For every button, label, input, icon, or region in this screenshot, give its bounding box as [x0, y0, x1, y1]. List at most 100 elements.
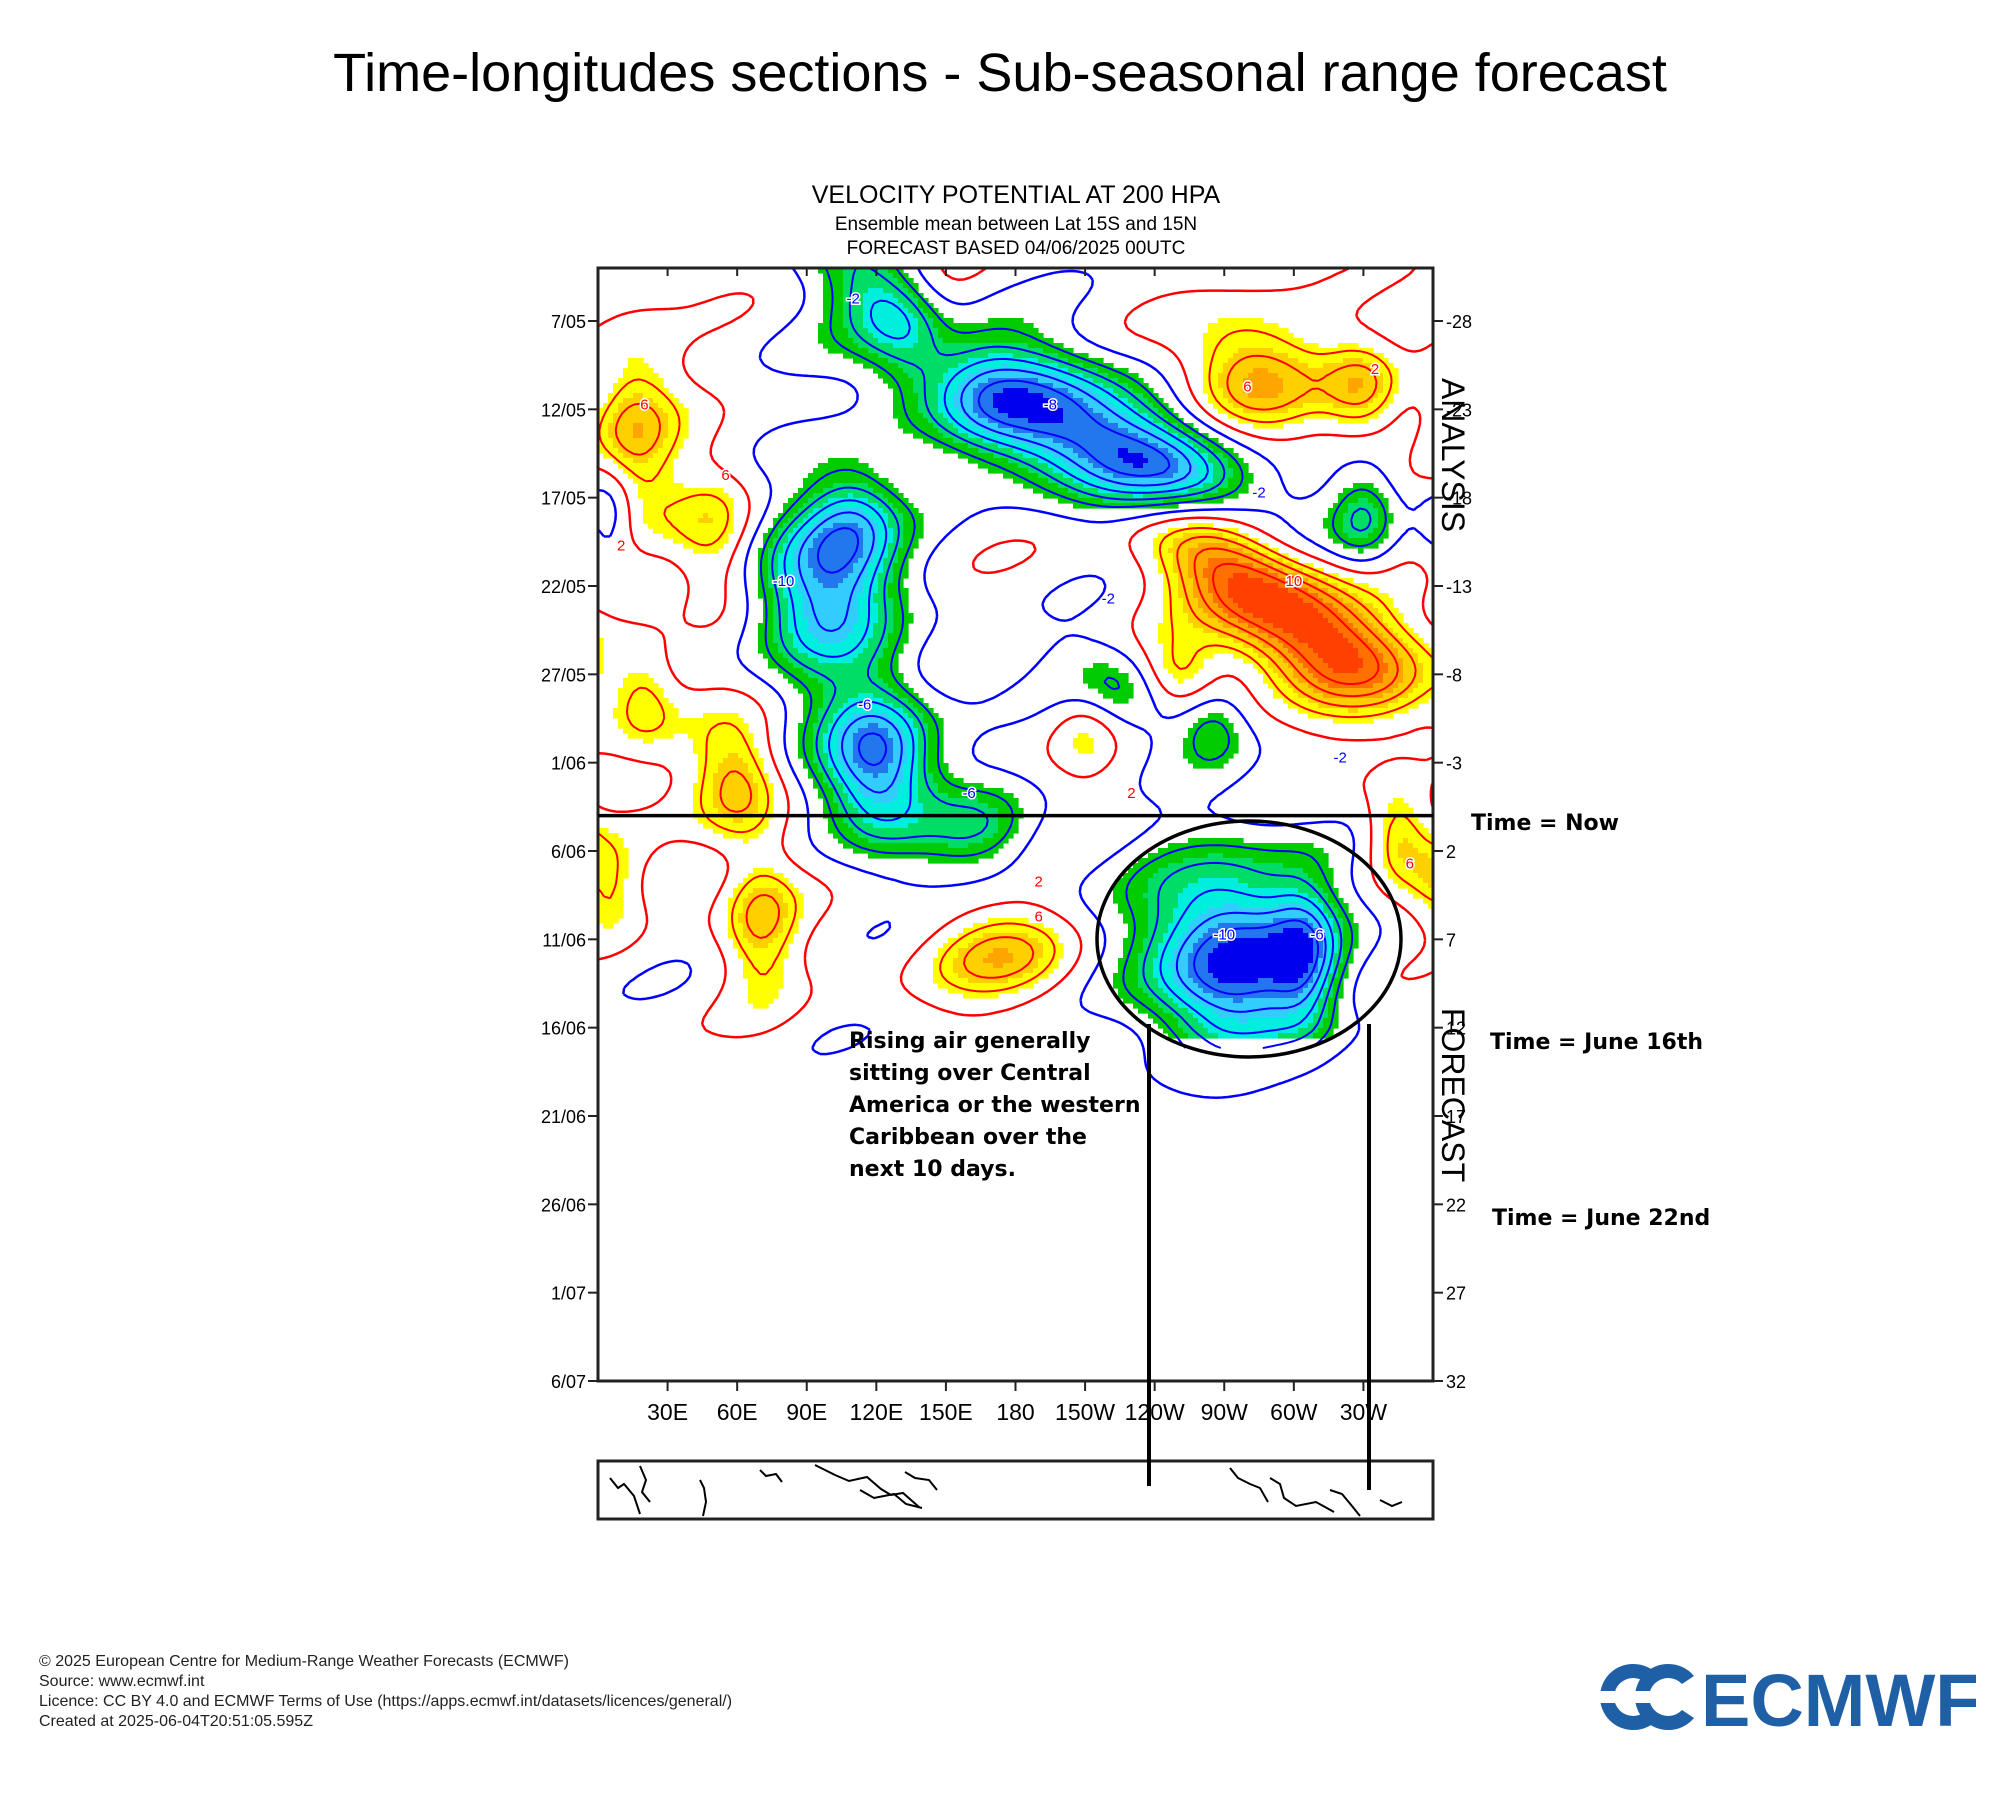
- field-cell: [633, 723, 639, 729]
- field-cell: [803, 573, 809, 579]
- field-cell: [908, 613, 914, 619]
- field-cell: [788, 573, 794, 579]
- field-cell: [643, 398, 649, 404]
- field-cell: [713, 808, 719, 814]
- field-cell: [953, 788, 959, 794]
- field-cell: [973, 403, 979, 409]
- field-cell: [958, 438, 964, 444]
- field-cell: [778, 888, 784, 894]
- field-cell: [808, 548, 814, 554]
- field-cell: [933, 968, 939, 974]
- field-cell: [1003, 418, 1009, 424]
- field-cell: [668, 423, 674, 429]
- field-cell: [763, 563, 769, 569]
- field-cell: [863, 658, 869, 664]
- field-cell: [888, 533, 894, 539]
- field-cell: [908, 723, 914, 729]
- field-cell: [833, 678, 839, 684]
- field-cell: [763, 533, 769, 539]
- field-cell: [613, 403, 619, 409]
- field-cell: [658, 728, 664, 734]
- field-cell: [648, 508, 654, 514]
- field-cell: [823, 333, 829, 339]
- field-cell: [868, 723, 874, 729]
- field-cell: [963, 983, 969, 989]
- field-cell: [973, 978, 979, 984]
- field-cell: [648, 378, 654, 384]
- field-cell: [773, 878, 779, 884]
- field-cell: [968, 798, 974, 804]
- field-cell: [878, 648, 884, 654]
- field-cell: [933, 718, 939, 724]
- field-cell: [828, 648, 834, 654]
- field-cell: [823, 468, 829, 474]
- field-cell: [953, 953, 959, 959]
- field-cell: [643, 383, 649, 389]
- field-cell: [883, 493, 889, 499]
- field-cell: [663, 423, 669, 429]
- field-cell: [678, 493, 684, 499]
- field-cell: [983, 983, 989, 989]
- field-cell: [868, 478, 874, 484]
- field-cell: [958, 938, 964, 944]
- field-cell: [893, 598, 899, 604]
- field-cell: [938, 773, 944, 779]
- field-cell: [678, 528, 684, 534]
- field-cell: [823, 308, 829, 314]
- field-cell: [883, 583, 889, 589]
- field-cell: [863, 788, 869, 794]
- field-cell: [853, 353, 859, 359]
- field-cell: [818, 513, 824, 519]
- field-cell: [898, 838, 904, 844]
- field-cell: [858, 678, 864, 684]
- field-cell: [983, 413, 989, 419]
- field-cell: [898, 303, 904, 309]
- field-cell: [973, 328, 979, 334]
- field-cell: [893, 808, 899, 814]
- field-cell: [798, 593, 804, 599]
- field-cell: [748, 938, 754, 944]
- field-cell: [933, 823, 939, 829]
- field-cell: [648, 373, 654, 379]
- field-cell: [803, 698, 809, 704]
- field-cell: [1028, 388, 1034, 394]
- field-cell: [968, 333, 974, 339]
- field-cell: [708, 788, 714, 794]
- field-cell: [928, 363, 934, 369]
- field-cell: [888, 738, 894, 744]
- field-cell: [993, 918, 999, 924]
- field-cell: [773, 598, 779, 604]
- field-cell: [1008, 453, 1014, 459]
- field-cell: [838, 598, 844, 604]
- field-cell: [823, 643, 829, 649]
- field-cell: [853, 838, 859, 844]
- field-cell: [768, 923, 774, 929]
- field-cell: [738, 893, 744, 899]
- field-cell: [798, 733, 804, 739]
- field-cell: [913, 763, 919, 769]
- field-cell: [963, 993, 969, 999]
- field-cell: [698, 778, 704, 784]
- field-cell: [1018, 433, 1024, 439]
- field-cell: [828, 723, 834, 729]
- field-cell: [898, 578, 904, 584]
- field-cell: [633, 693, 639, 699]
- field-cell: [898, 353, 904, 359]
- field-cell: [828, 823, 834, 829]
- field-cell: [808, 478, 814, 484]
- field-cell: [878, 538, 884, 544]
- field-cell: [873, 473, 879, 479]
- field-cell: [903, 768, 909, 774]
- field-cell: [923, 298, 929, 304]
- field-cell: [643, 698, 649, 704]
- field-cell: [833, 643, 839, 649]
- field-cell: [878, 718, 884, 724]
- field-cell: [933, 733, 939, 739]
- field-cell: [648, 468, 654, 474]
- field-cell: [943, 843, 949, 849]
- field-cell: [883, 373, 889, 379]
- field-cell: [648, 703, 654, 709]
- field-cell: [643, 413, 649, 419]
- field-cell: [878, 323, 884, 329]
- field-cell: [813, 698, 819, 704]
